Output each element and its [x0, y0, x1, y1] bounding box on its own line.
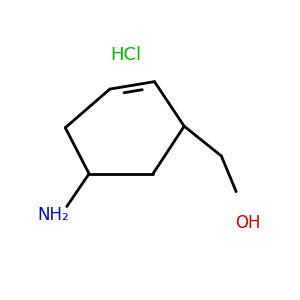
Text: NH₂: NH₂ [38, 206, 69, 224]
Text: OH: OH [235, 214, 261, 232]
Text: HCl: HCl [111, 46, 142, 64]
